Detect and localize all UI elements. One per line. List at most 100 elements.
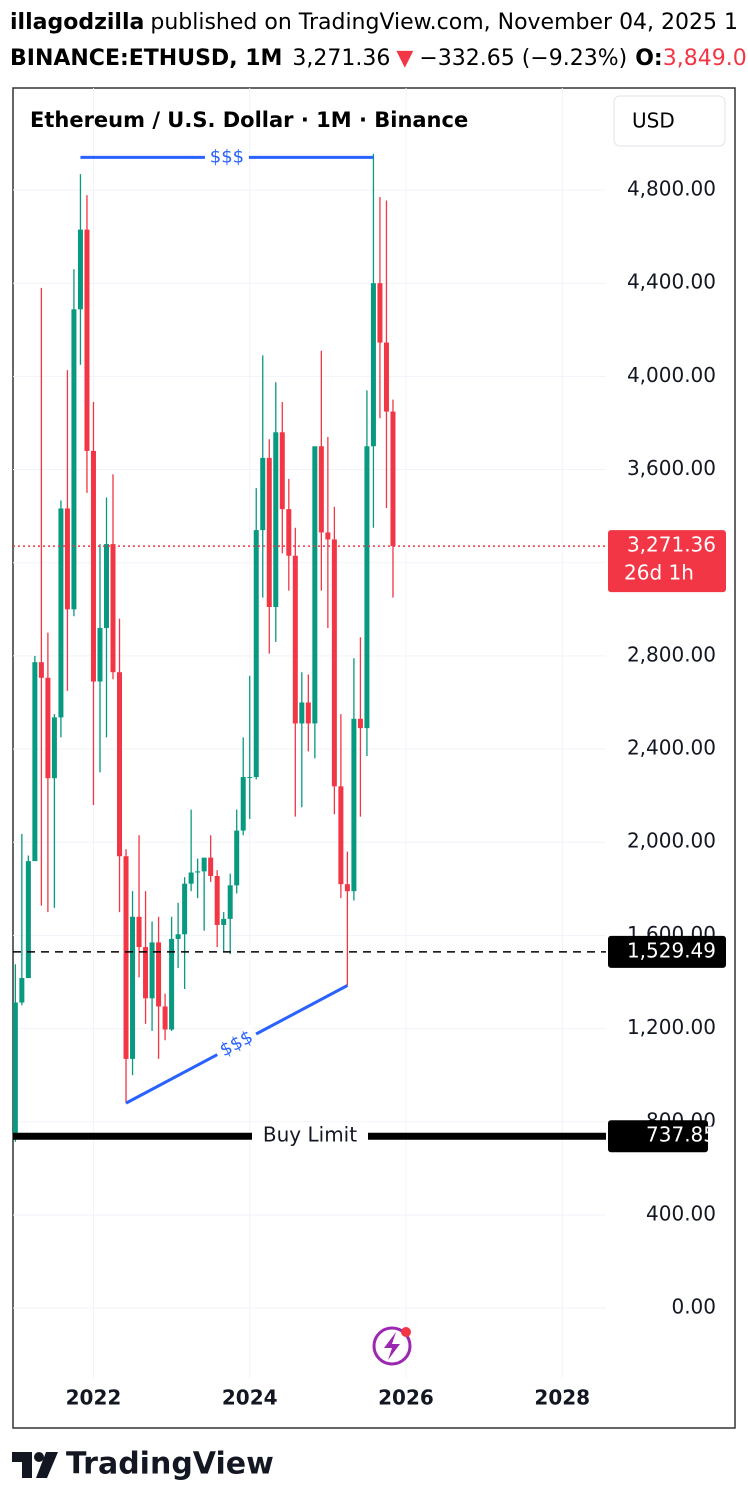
candle-body	[299, 702, 305, 724]
candle-body	[312, 446, 318, 724]
countdown: 26d 1h	[624, 561, 694, 585]
candle-body	[383, 342, 389, 412]
price-label-box	[608, 530, 726, 593]
y-tick-label: 1,200.00	[627, 1015, 716, 1039]
candle-body	[182, 883, 188, 935]
x-tick-label: 2028	[534, 1386, 590, 1410]
assistant-icon	[372, 1326, 412, 1366]
candle-body	[201, 857, 207, 872]
candle-body	[253, 530, 259, 778]
chart-title: Ethereum / U.S. Dollar · 1M · Binance	[30, 108, 468, 132]
candle-body	[25, 861, 31, 979]
candle-body	[338, 786, 344, 885]
candle-body	[260, 457, 266, 531]
candle-body	[364, 446, 370, 729]
y-tick-label: 4,000.00	[627, 363, 716, 387]
symbol-line: BINANCE:ETHUSD, 1M 3,271.36 ▼ −332.65 (−9.2…	[10, 46, 747, 71]
candle-body	[325, 532, 331, 540]
down-arrow: ▼	[396, 46, 413, 71]
axes: 0.00400.00800.001,200.001,600.002,000.00…	[13, 177, 726, 1410]
candle-body	[51, 717, 57, 779]
annotation: $$$	[210, 146, 244, 167]
change: −332.65 (−9.23%)	[419, 46, 627, 71]
candle-body	[331, 539, 337, 787]
grid	[13, 88, 606, 1378]
candle-body	[77, 229, 83, 310]
published: published on TradingView.com, November 0…	[150, 10, 738, 35]
candle-body	[195, 871, 201, 873]
candle-body	[45, 677, 51, 779]
annotation-bg	[212, 1024, 262, 1065]
candle-body	[227, 885, 233, 919]
candle-body	[90, 450, 96, 682]
candle-body	[149, 942, 155, 999]
candle-body	[38, 662, 44, 678]
candle-body	[64, 508, 70, 610]
candle-body	[370, 283, 376, 447]
candle-body	[357, 718, 363, 729]
candle-body	[123, 856, 129, 1059]
candle-body	[13, 1002, 18, 1137]
brand: TradingView	[66, 1447, 274, 1482]
candle-body	[240, 777, 246, 831]
candle-body	[214, 876, 220, 925]
price-label-box	[608, 935, 726, 968]
candle-body	[71, 309, 77, 610]
open-value: 3,849.0	[663, 46, 747, 71]
candle-body	[156, 942, 162, 1007]
price-line-text-bg	[252, 1122, 368, 1151]
candle-body	[221, 918, 227, 925]
candle-body	[351, 718, 357, 892]
x-tick-label: 2022	[66, 1386, 122, 1410]
price: 3,271.36	[292, 46, 390, 71]
y-tick-label: 2,400.00	[627, 736, 716, 760]
candle-body	[208, 857, 214, 877]
y-tick-label: 400.00	[646, 1201, 716, 1225]
price-label: 737.85	[646, 1123, 716, 1147]
candle-body	[305, 702, 311, 724]
candle-body	[110, 544, 116, 673]
y-tick-label: 2,000.00	[627, 829, 716, 853]
candle-body	[32, 662, 38, 862]
candle-body	[344, 884, 350, 892]
price-label: 3,271.36	[627, 533, 716, 557]
candle-body	[58, 508, 64, 718]
candle-body	[84, 229, 90, 451]
y-tick-label: 4,400.00	[627, 270, 716, 294]
candle-body	[117, 672, 123, 857]
candle-body	[103, 544, 109, 628]
header-line: illagodzilla published on TradingView.com…	[10, 10, 738, 35]
annotation-bg	[204, 146, 249, 169]
candle-body	[273, 432, 279, 607]
currency-button[interactable]	[613, 95, 726, 147]
candle-body	[377, 283, 383, 343]
candle-body	[97, 627, 103, 682]
open-label: O:	[635, 46, 663, 71]
candle-body	[247, 777, 253, 779]
candle-body	[136, 916, 142, 948]
price-line-text: Buy Limit	[263, 1123, 357, 1147]
plot-area: $$$$$$	[13, 146, 396, 1142]
candle-body	[390, 411, 396, 547]
author: illagodzilla	[10, 10, 144, 35]
candle-body	[162, 1006, 168, 1030]
candle-body	[19, 978, 25, 1003]
candle-body	[169, 938, 175, 1030]
candle-body	[175, 934, 181, 939]
candle-body	[188, 872, 194, 884]
currency[interactable]: USD	[632, 109, 675, 133]
price-label: 1,529.49	[627, 938, 716, 962]
price-label-box	[608, 1120, 708, 1153]
candle-body	[286, 509, 292, 556]
candle-body	[130, 916, 136, 1059]
x-tick-label: 2026	[378, 1386, 434, 1410]
candle-body	[143, 947, 149, 999]
x-tick-label: 2024	[222, 1386, 278, 1410]
y-tick-label: 3,600.00	[627, 456, 716, 480]
candle-body	[318, 446, 324, 533]
symbol: BINANCE:ETHUSD, 1M	[10, 46, 282, 71]
y-tick-label: 2,800.00	[627, 642, 716, 666]
candle-body	[279, 432, 285, 510]
